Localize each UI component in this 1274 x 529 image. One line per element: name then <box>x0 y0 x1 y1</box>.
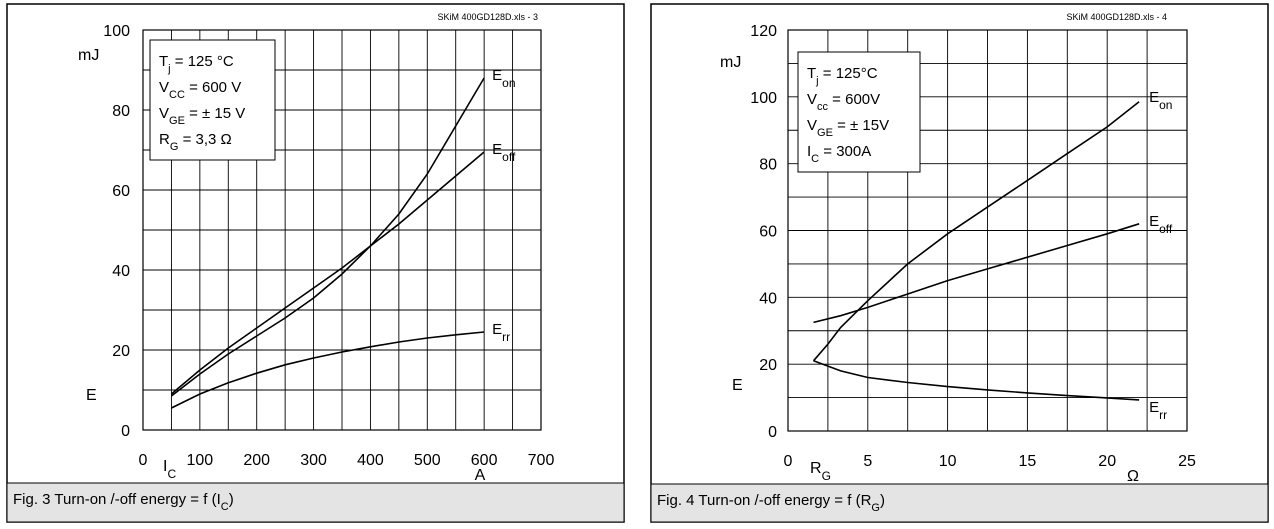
x-tick-label: 100 <box>187 452 214 469</box>
condition-line: VCC = 600 V <box>159 79 241 101</box>
x-tick-label: 500 <box>414 452 441 469</box>
x-tick-label: 400 <box>357 452 384 469</box>
y-tick-label: 120 <box>750 23 777 40</box>
x-tick-label: 25 <box>1178 453 1196 470</box>
y-tick-label: 80 <box>112 103 130 120</box>
panel-frame <box>650 3 1269 523</box>
series-label-rr: Err <box>1149 399 1167 422</box>
series-label-on: Eon <box>492 67 515 90</box>
condition-line: Tj = 125 °C <box>159 53 234 75</box>
y-tick-label: 80 <box>759 157 777 174</box>
series-label-off: Eoff <box>492 141 516 164</box>
condition-line: VGE = ± 15V <box>807 117 889 139</box>
y-axis-title: E <box>732 377 743 394</box>
y-tick-label: 60 <box>759 224 777 241</box>
y-axis-unit: mJ <box>78 47 99 64</box>
series-line-e-rr <box>813 360 1140 401</box>
x-tick-label: 300 <box>300 452 327 469</box>
plot-border <box>787 29 1188 432</box>
x-tick-label: 5 <box>863 453 872 470</box>
panel-frame <box>6 3 625 523</box>
conditions-box <box>149 39 276 161</box>
y-axis-unit: mJ <box>720 54 741 71</box>
y-tick-label: 40 <box>759 290 777 307</box>
chart-panel-2: 0 5 10 15 20 25 0 20 40 60 80 100 120 mJ E RG Ω SKiM 400G… <box>650 3 1269 523</box>
figure-caption: Fig. 3 Turn-on /-off energy = f (IC) <box>13 491 234 513</box>
y-tick-label: 0 <box>121 423 130 440</box>
y-tick-label: 0 <box>768 424 777 441</box>
x-tick-label: 200 <box>243 452 270 469</box>
series-line-e-on <box>170 77 485 397</box>
x-tick-label: 600 <box>471 452 498 469</box>
series-line-e-rr <box>171 331 485 409</box>
source-label: SKiM 400GD128D.xls - 4 <box>1066 12 1167 22</box>
y-tick-label: 40 <box>112 263 130 280</box>
y-tick-label: 20 <box>759 357 777 374</box>
series-line-e-off <box>170 151 485 395</box>
y-tick-label: 100 <box>750 90 777 107</box>
series-label-off: Eoff <box>1149 213 1173 236</box>
condition-line: RG = 3,3 Ω <box>159 131 232 153</box>
x-tick-label: 10 <box>939 453 957 470</box>
x-tick-label: 0 <box>784 453 793 470</box>
y-tick-label: 100 <box>103 23 130 40</box>
condition-line: Vcc = 600V <box>807 91 880 113</box>
conditions-box <box>797 51 921 173</box>
x-tick-label: 700 <box>528 452 555 469</box>
caption-bar <box>650 483 1269 523</box>
x-tick-label: 15 <box>1019 453 1037 470</box>
condition-line: VGE = ± 15 V <box>159 105 245 127</box>
x-tick-label: 0 <box>139 452 148 469</box>
x-axis-title: RG <box>810 460 831 483</box>
series-label-rr: Err <box>492 321 510 344</box>
plot-border <box>142 29 542 431</box>
condition-line: IC = 300A <box>807 143 871 165</box>
caption-bar <box>6 482 625 523</box>
series-line-e-off <box>813 223 1140 324</box>
source-label: SKiM 400GD128D.xls - 3 <box>437 12 538 22</box>
series-label-on: Eon <box>1149 89 1172 112</box>
y-tick-label: 60 <box>112 183 130 200</box>
x-axis-unit: A <box>475 467 486 484</box>
series-line-e-on <box>812 101 1140 362</box>
x-axis-unit: Ω <box>1127 468 1139 485</box>
y-tick-label: 20 <box>112 343 130 360</box>
x-axis-title: IC <box>163 458 176 481</box>
condition-line: Tj = 125°C <box>807 65 878 87</box>
figure-caption: Fig. 4 Turn-on /-off energy = f (RG) <box>657 492 885 514</box>
y-axis-title: E <box>86 387 97 404</box>
x-tick-label: 20 <box>1098 453 1116 470</box>
